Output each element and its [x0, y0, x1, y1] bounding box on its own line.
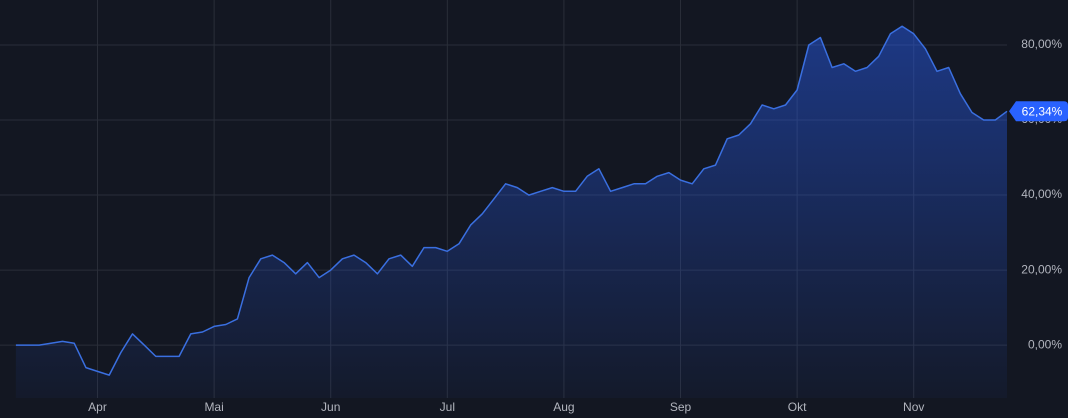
- y-tick-label: 20,00%: [1021, 262, 1062, 276]
- x-tick-label: Jul: [440, 400, 455, 414]
- y-tick-label: 40,00%: [1021, 187, 1062, 201]
- x-tick-label: Jun: [321, 400, 340, 414]
- y-tick-label: 0,00%: [1028, 337, 1062, 351]
- x-tick-label: Aug: [553, 400, 574, 414]
- x-tick-label: Mai: [204, 400, 223, 414]
- x-tick-label: Okt: [788, 400, 807, 414]
- current-value-label: 62,34%: [1022, 104, 1063, 118]
- y-tick-label: 80,00%: [1021, 37, 1062, 51]
- line: [15, 25, 1008, 376]
- x-tick-label: Apr: [88, 400, 107, 414]
- current-value-badge: [1009, 101, 1068, 122]
- x-tick-label: Nov: [903, 400, 924, 414]
- axes: 0,00%20,00%40,00%60,00%80,00%AprMaiJunJu…: [88, 37, 1068, 414]
- x-tick-label: Sep: [670, 400, 692, 414]
- area-fill: [15, 26, 1007, 399]
- plot: [15, 25, 1008, 399]
